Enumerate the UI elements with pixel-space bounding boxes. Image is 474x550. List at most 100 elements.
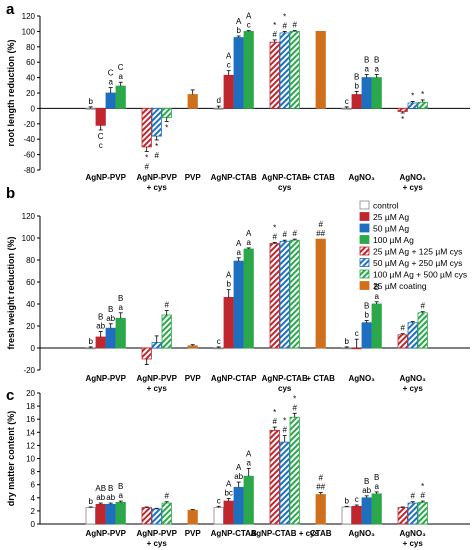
significance-label: a xyxy=(118,491,123,500)
significance-label: # xyxy=(292,229,297,238)
panel-label-c: c xyxy=(6,387,14,404)
bar-control xyxy=(213,347,224,350)
y-tick-label: 10 xyxy=(26,455,35,464)
significance-label: ab xyxy=(362,486,371,495)
group-label: AgNP-CTAB + cys xyxy=(250,529,319,538)
legend-label: 25 µM coating xyxy=(373,281,427,291)
y-tick-label: 2 xyxy=(31,507,36,516)
bar-50-m-ag-250-m-cys xyxy=(151,108,162,137)
bar-25-m-ag-125-m-cys xyxy=(141,108,152,148)
y-tick-label: -60 xyxy=(23,151,35,160)
group-label: PVP xyxy=(185,374,202,383)
bar-100-m-ag xyxy=(371,493,382,525)
significance-label: A xyxy=(246,449,252,458)
bar-25-m-ag-125-m-cys xyxy=(269,429,280,525)
bar-25-m-coating xyxy=(315,30,326,109)
legend-label: 50 µM Ag xyxy=(373,224,409,234)
bar-100-m-ag xyxy=(243,30,254,109)
significance-label: ## xyxy=(316,483,325,492)
bar-control xyxy=(85,347,96,350)
significance-label: c xyxy=(355,329,359,338)
y-tick-label: 60 xyxy=(26,58,35,67)
significance-label: a xyxy=(364,65,369,74)
bar-100-m-ag-500-m-cys xyxy=(417,101,428,109)
bar-50-m-ag-250-m-cys xyxy=(407,102,418,109)
group-label: + cys xyxy=(403,183,424,192)
y-tick-label: 12 xyxy=(26,441,35,450)
bar-50-m-ag xyxy=(105,503,116,525)
legend-label: 25 µM Ag xyxy=(373,212,409,222)
group-label: AgNO₃ xyxy=(400,173,427,182)
significance-label: * xyxy=(421,482,424,491)
significance-label: ## xyxy=(316,229,325,238)
y-tick-label: 60 xyxy=(26,278,35,287)
panel-c: c 0 2 4 6 8 10 12 14 16 18 20 dry matter content (%… xyxy=(6,387,470,548)
y-tick-label: 120 xyxy=(22,212,36,221)
significance-label: ab xyxy=(96,322,105,331)
bar-25-m-coating xyxy=(315,238,326,349)
y-tick-label: 14 xyxy=(26,428,35,437)
bar-control xyxy=(341,347,352,350)
significance-label: * xyxy=(165,123,168,132)
bar-25-m-coating xyxy=(187,509,198,525)
bar-25-m-ag-125-m-cys xyxy=(141,507,152,525)
bar-25-m-ag xyxy=(223,500,234,525)
bar-25-m-ag-125-m-cys xyxy=(397,108,408,112)
significance-label: b xyxy=(364,311,369,320)
bar-25-m-ag xyxy=(223,74,234,109)
bar-25-m-ag xyxy=(351,94,362,109)
bar-50-m-ag-250-m-cys xyxy=(279,240,290,349)
panel-label-b: b xyxy=(6,185,15,202)
significance-label: B xyxy=(364,302,369,311)
group-label: + cys xyxy=(403,384,424,393)
group-label: AgNP-PVP xyxy=(136,173,177,182)
significance-label: # xyxy=(282,426,287,435)
significance-label: a xyxy=(118,72,123,81)
significance-label: # xyxy=(400,324,405,333)
legend-label: 50 µM Ag + 250 µM cys xyxy=(373,258,462,268)
significance-label: * xyxy=(273,21,276,30)
bar-25-m-ag xyxy=(351,505,362,525)
bar-25-m-coating xyxy=(187,345,198,349)
y-tick-label: 120 xyxy=(22,12,36,21)
legend-label: 100 µM Ag + 500 µM cys xyxy=(373,270,467,280)
group-label: cys xyxy=(278,183,292,192)
significance-label: B xyxy=(364,56,369,65)
bar-25-m-ag-125-m-cys xyxy=(141,347,152,360)
group-label: + CTAB xyxy=(306,374,335,383)
bar-100-m-ag-500-m-cys xyxy=(289,30,300,109)
y-axis-label: fresh weight reduction (%) xyxy=(6,236,16,349)
bar-100-m-ag-500-m-cys xyxy=(417,501,428,525)
significance-label: c xyxy=(217,337,221,346)
bar-50-m-ag xyxy=(233,486,244,525)
bar-50-m-ag xyxy=(361,77,372,109)
group-label: + cys xyxy=(147,183,168,192)
bar-control xyxy=(341,108,352,110)
significance-label: # xyxy=(420,302,425,311)
significance-label: B xyxy=(374,283,379,292)
significance-label: a xyxy=(374,292,379,301)
significance-label: A xyxy=(226,52,232,61)
panel-label-a: a xyxy=(6,1,15,18)
group-label: PVP xyxy=(185,529,202,538)
significance-label: bc xyxy=(224,488,232,497)
significance-label: B xyxy=(374,56,379,65)
bar-100-m-ag xyxy=(115,501,126,525)
y-tick-label: 0 xyxy=(31,104,36,113)
significance-label: B xyxy=(374,473,379,482)
bar-100-m-ag-500-m-cys xyxy=(289,239,300,349)
significance-label: # xyxy=(282,230,287,239)
legend-swatch xyxy=(359,200,370,210)
significance-label: c xyxy=(217,496,221,505)
significance-label: a xyxy=(236,248,241,257)
bar-100-m-ag xyxy=(371,77,382,109)
bar-50-m-ag xyxy=(233,260,244,349)
significance-label: # xyxy=(154,151,159,160)
significance-label: ab xyxy=(106,493,115,502)
significance-label: ab xyxy=(234,472,243,481)
group-label: AgNP-CTAB xyxy=(262,173,308,182)
significance-label: b xyxy=(344,496,349,505)
significance-label: * xyxy=(421,90,424,99)
bar-50-m-ag xyxy=(105,327,116,349)
